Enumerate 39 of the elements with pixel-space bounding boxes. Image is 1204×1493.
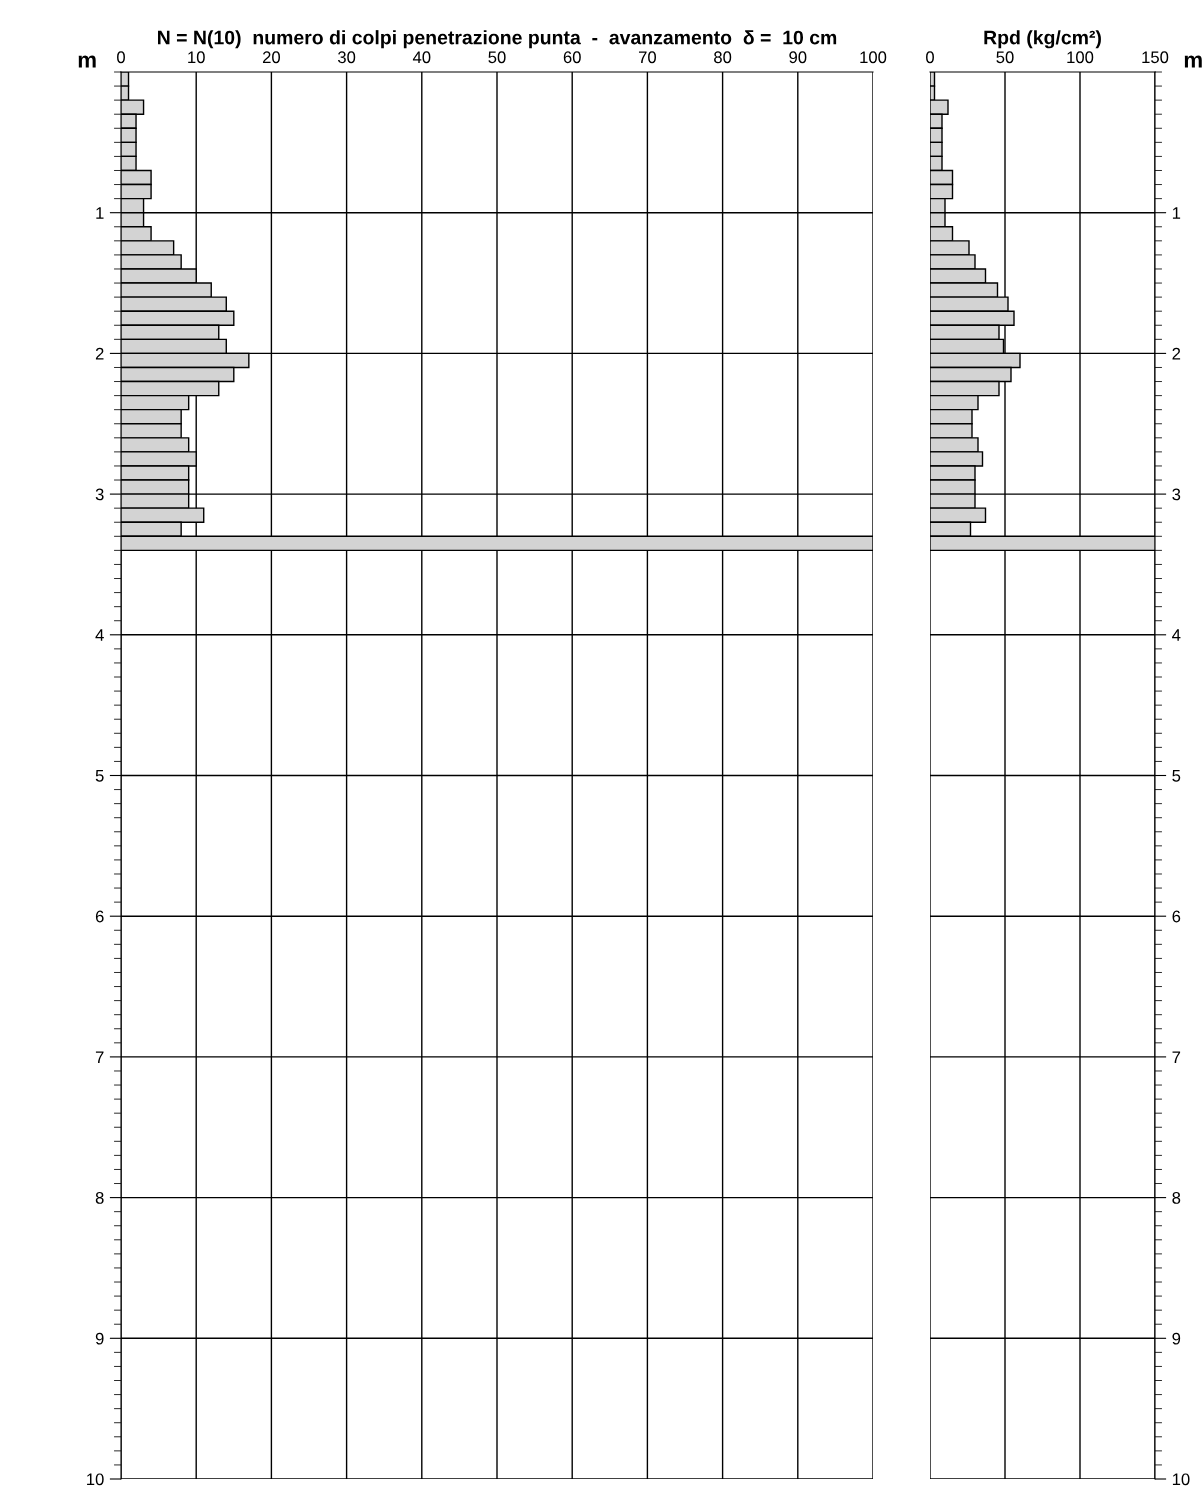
y-tick-label: 1 (96, 207, 104, 219)
y-tick-label: 1 (1172, 207, 1181, 219)
x-tick-label: 0 (926, 51, 934, 64)
x-tick-label: 50 (996, 51, 1014, 64)
y-tick-label: 5 (1172, 770, 1181, 782)
y-tick-label: 3 (1172, 488, 1181, 501)
y-tick-label: 6 (95, 910, 104, 923)
y-tick-label: 9 (95, 1332, 104, 1345)
y-tick-label: 8 (1172, 1192, 1181, 1204)
x-tick-label: 40 (412, 51, 431, 64)
x-tick-label: 0 (117, 51, 125, 64)
y-tick-label: 6 (1172, 910, 1181, 923)
chart-title: N = N(10) numero di colpi penetrazione punta - avanzamento δ = 10 cm (158, 30, 837, 49)
x-tick-label: 70 (638, 51, 657, 64)
y-axis-title: m (1184, 55, 1202, 68)
x-tick-label: 100 (860, 51, 887, 64)
x-tick-label: 20 (262, 51, 281, 64)
x-tick-label: 90 (789, 51, 807, 64)
x-tick-label: 80 (714, 51, 732, 64)
x-tick-label: 10 (188, 51, 205, 64)
x-tick-label: 150 (1142, 51, 1169, 64)
y-tick-label: 4 (1172, 629, 1181, 641)
y-tick-label: 7 (1172, 1051, 1181, 1063)
y-tick-label: 8 (95, 1192, 104, 1204)
x-tick-label: 60 (563, 51, 581, 64)
y-tick-label: 2 (95, 347, 104, 360)
y-tick-label: 2 (1172, 347, 1181, 360)
y-tick-label: 9 (1172, 1332, 1181, 1345)
y-axis-title: m (78, 55, 96, 68)
x-tick-label: 50 (488, 51, 506, 64)
y-tick-label: 3 (95, 488, 104, 501)
x-tick-label: 30 (337, 51, 356, 64)
y-tick-label: 5 (95, 770, 104, 782)
chart-title: Rpd (kg/cm²) (984, 30, 1101, 49)
y-tick-label: 4 (95, 629, 104, 641)
x-tick-label: 100 (1067, 51, 1094, 64)
y-tick-label: 7 (95, 1051, 104, 1063)
y-tick-label: 10 (87, 1473, 104, 1486)
y-tick-label: 10 (1172, 1473, 1190, 1486)
